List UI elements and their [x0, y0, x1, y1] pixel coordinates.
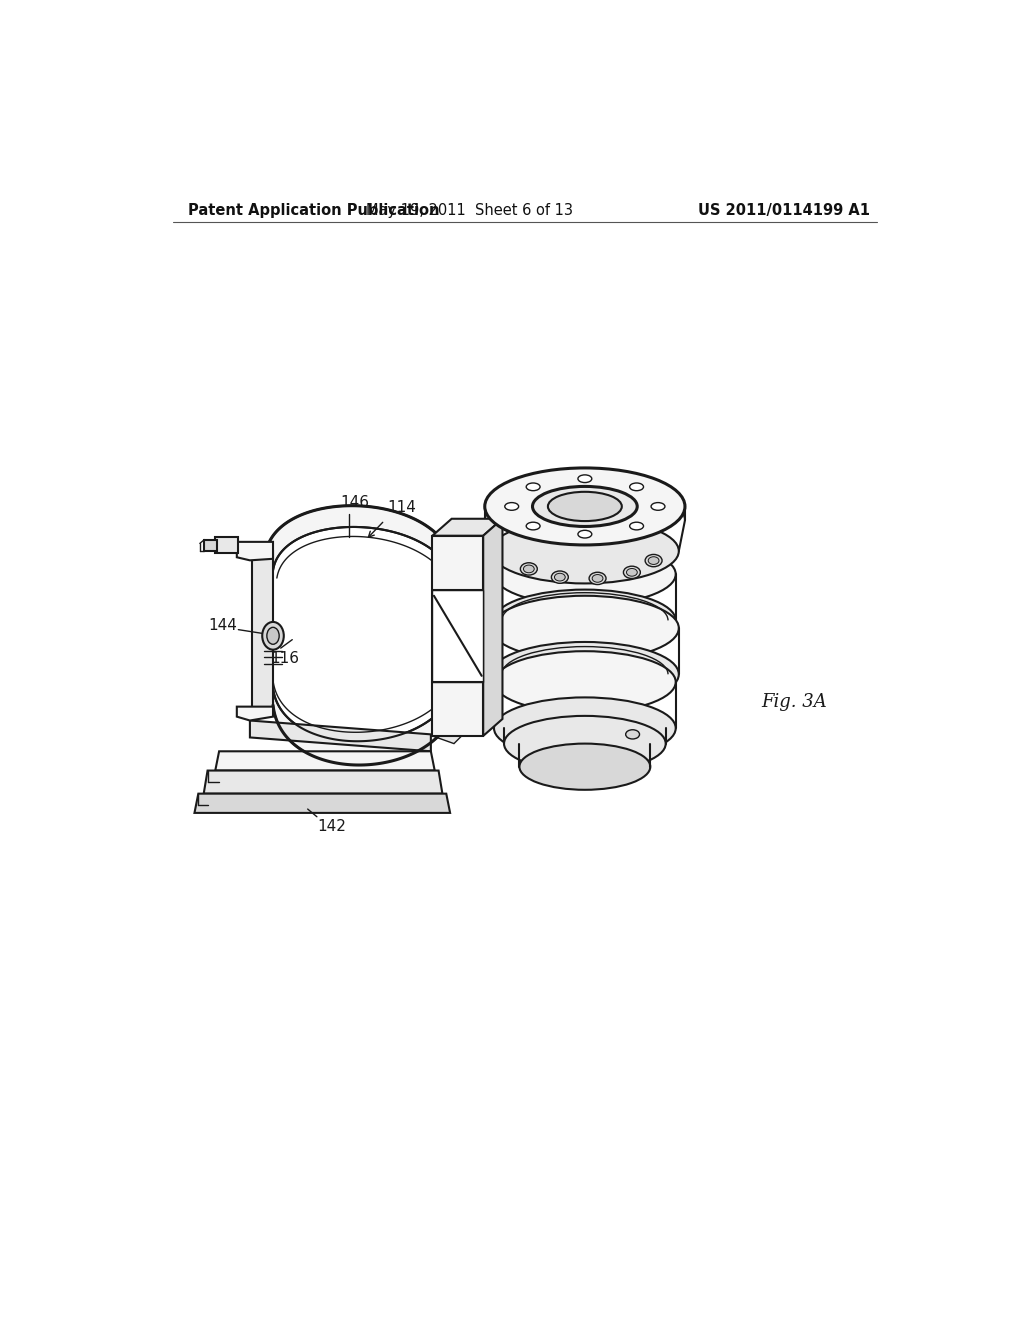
- Ellipse shape: [523, 565, 535, 573]
- Ellipse shape: [502, 601, 668, 656]
- Ellipse shape: [494, 697, 676, 759]
- Ellipse shape: [526, 523, 540, 529]
- Polygon shape: [205, 540, 217, 552]
- Ellipse shape: [490, 519, 679, 583]
- Polygon shape: [432, 590, 483, 682]
- Ellipse shape: [589, 573, 606, 585]
- Text: Fig. 3A: Fig. 3A: [762, 693, 827, 711]
- Text: May 19, 2011  Sheet 6 of 13: May 19, 2011 Sheet 6 of 13: [366, 203, 572, 218]
- Ellipse shape: [490, 595, 679, 660]
- Ellipse shape: [494, 651, 676, 713]
- Ellipse shape: [519, 743, 650, 789]
- Ellipse shape: [262, 622, 284, 649]
- Ellipse shape: [484, 469, 685, 545]
- Polygon shape: [265, 506, 438, 570]
- Polygon shape: [432, 519, 503, 536]
- Ellipse shape: [551, 572, 568, 583]
- Polygon shape: [204, 771, 442, 793]
- Text: Patent Application Publication: Patent Application Publication: [188, 203, 440, 218]
- Text: 144: 144: [208, 618, 237, 632]
- Ellipse shape: [626, 730, 640, 739]
- Ellipse shape: [630, 523, 643, 529]
- Text: 114: 114: [388, 500, 417, 515]
- Ellipse shape: [532, 487, 637, 527]
- Ellipse shape: [526, 483, 540, 491]
- Polygon shape: [432, 528, 469, 590]
- Ellipse shape: [548, 492, 622, 521]
- Ellipse shape: [494, 590, 676, 651]
- Ellipse shape: [578, 531, 592, 539]
- Ellipse shape: [520, 562, 538, 576]
- Polygon shape: [237, 706, 273, 721]
- Polygon shape: [250, 721, 431, 751]
- Ellipse shape: [630, 483, 643, 491]
- Text: 146: 146: [341, 495, 370, 510]
- Polygon shape: [273, 688, 438, 766]
- Ellipse shape: [578, 475, 592, 483]
- Polygon shape: [237, 543, 273, 560]
- Polygon shape: [432, 682, 469, 743]
- Text: 116: 116: [270, 651, 300, 667]
- Text: 142: 142: [316, 818, 346, 834]
- Text: US 2011/0114199 A1: US 2011/0114199 A1: [697, 203, 869, 218]
- Ellipse shape: [554, 573, 565, 581]
- Polygon shape: [195, 793, 451, 813]
- Ellipse shape: [494, 544, 676, 605]
- Ellipse shape: [645, 554, 663, 566]
- Ellipse shape: [504, 715, 666, 771]
- Ellipse shape: [502, 655, 668, 710]
- Polygon shape: [215, 537, 239, 553]
- Ellipse shape: [505, 503, 518, 511]
- Ellipse shape: [648, 557, 659, 565]
- Polygon shape: [483, 519, 503, 737]
- Polygon shape: [215, 751, 435, 771]
- Polygon shape: [432, 536, 483, 737]
- Ellipse shape: [651, 503, 665, 511]
- Ellipse shape: [592, 574, 603, 582]
- Polygon shape: [252, 552, 273, 713]
- Ellipse shape: [627, 569, 637, 577]
- Ellipse shape: [624, 566, 640, 578]
- Ellipse shape: [267, 627, 280, 644]
- Ellipse shape: [490, 642, 679, 706]
